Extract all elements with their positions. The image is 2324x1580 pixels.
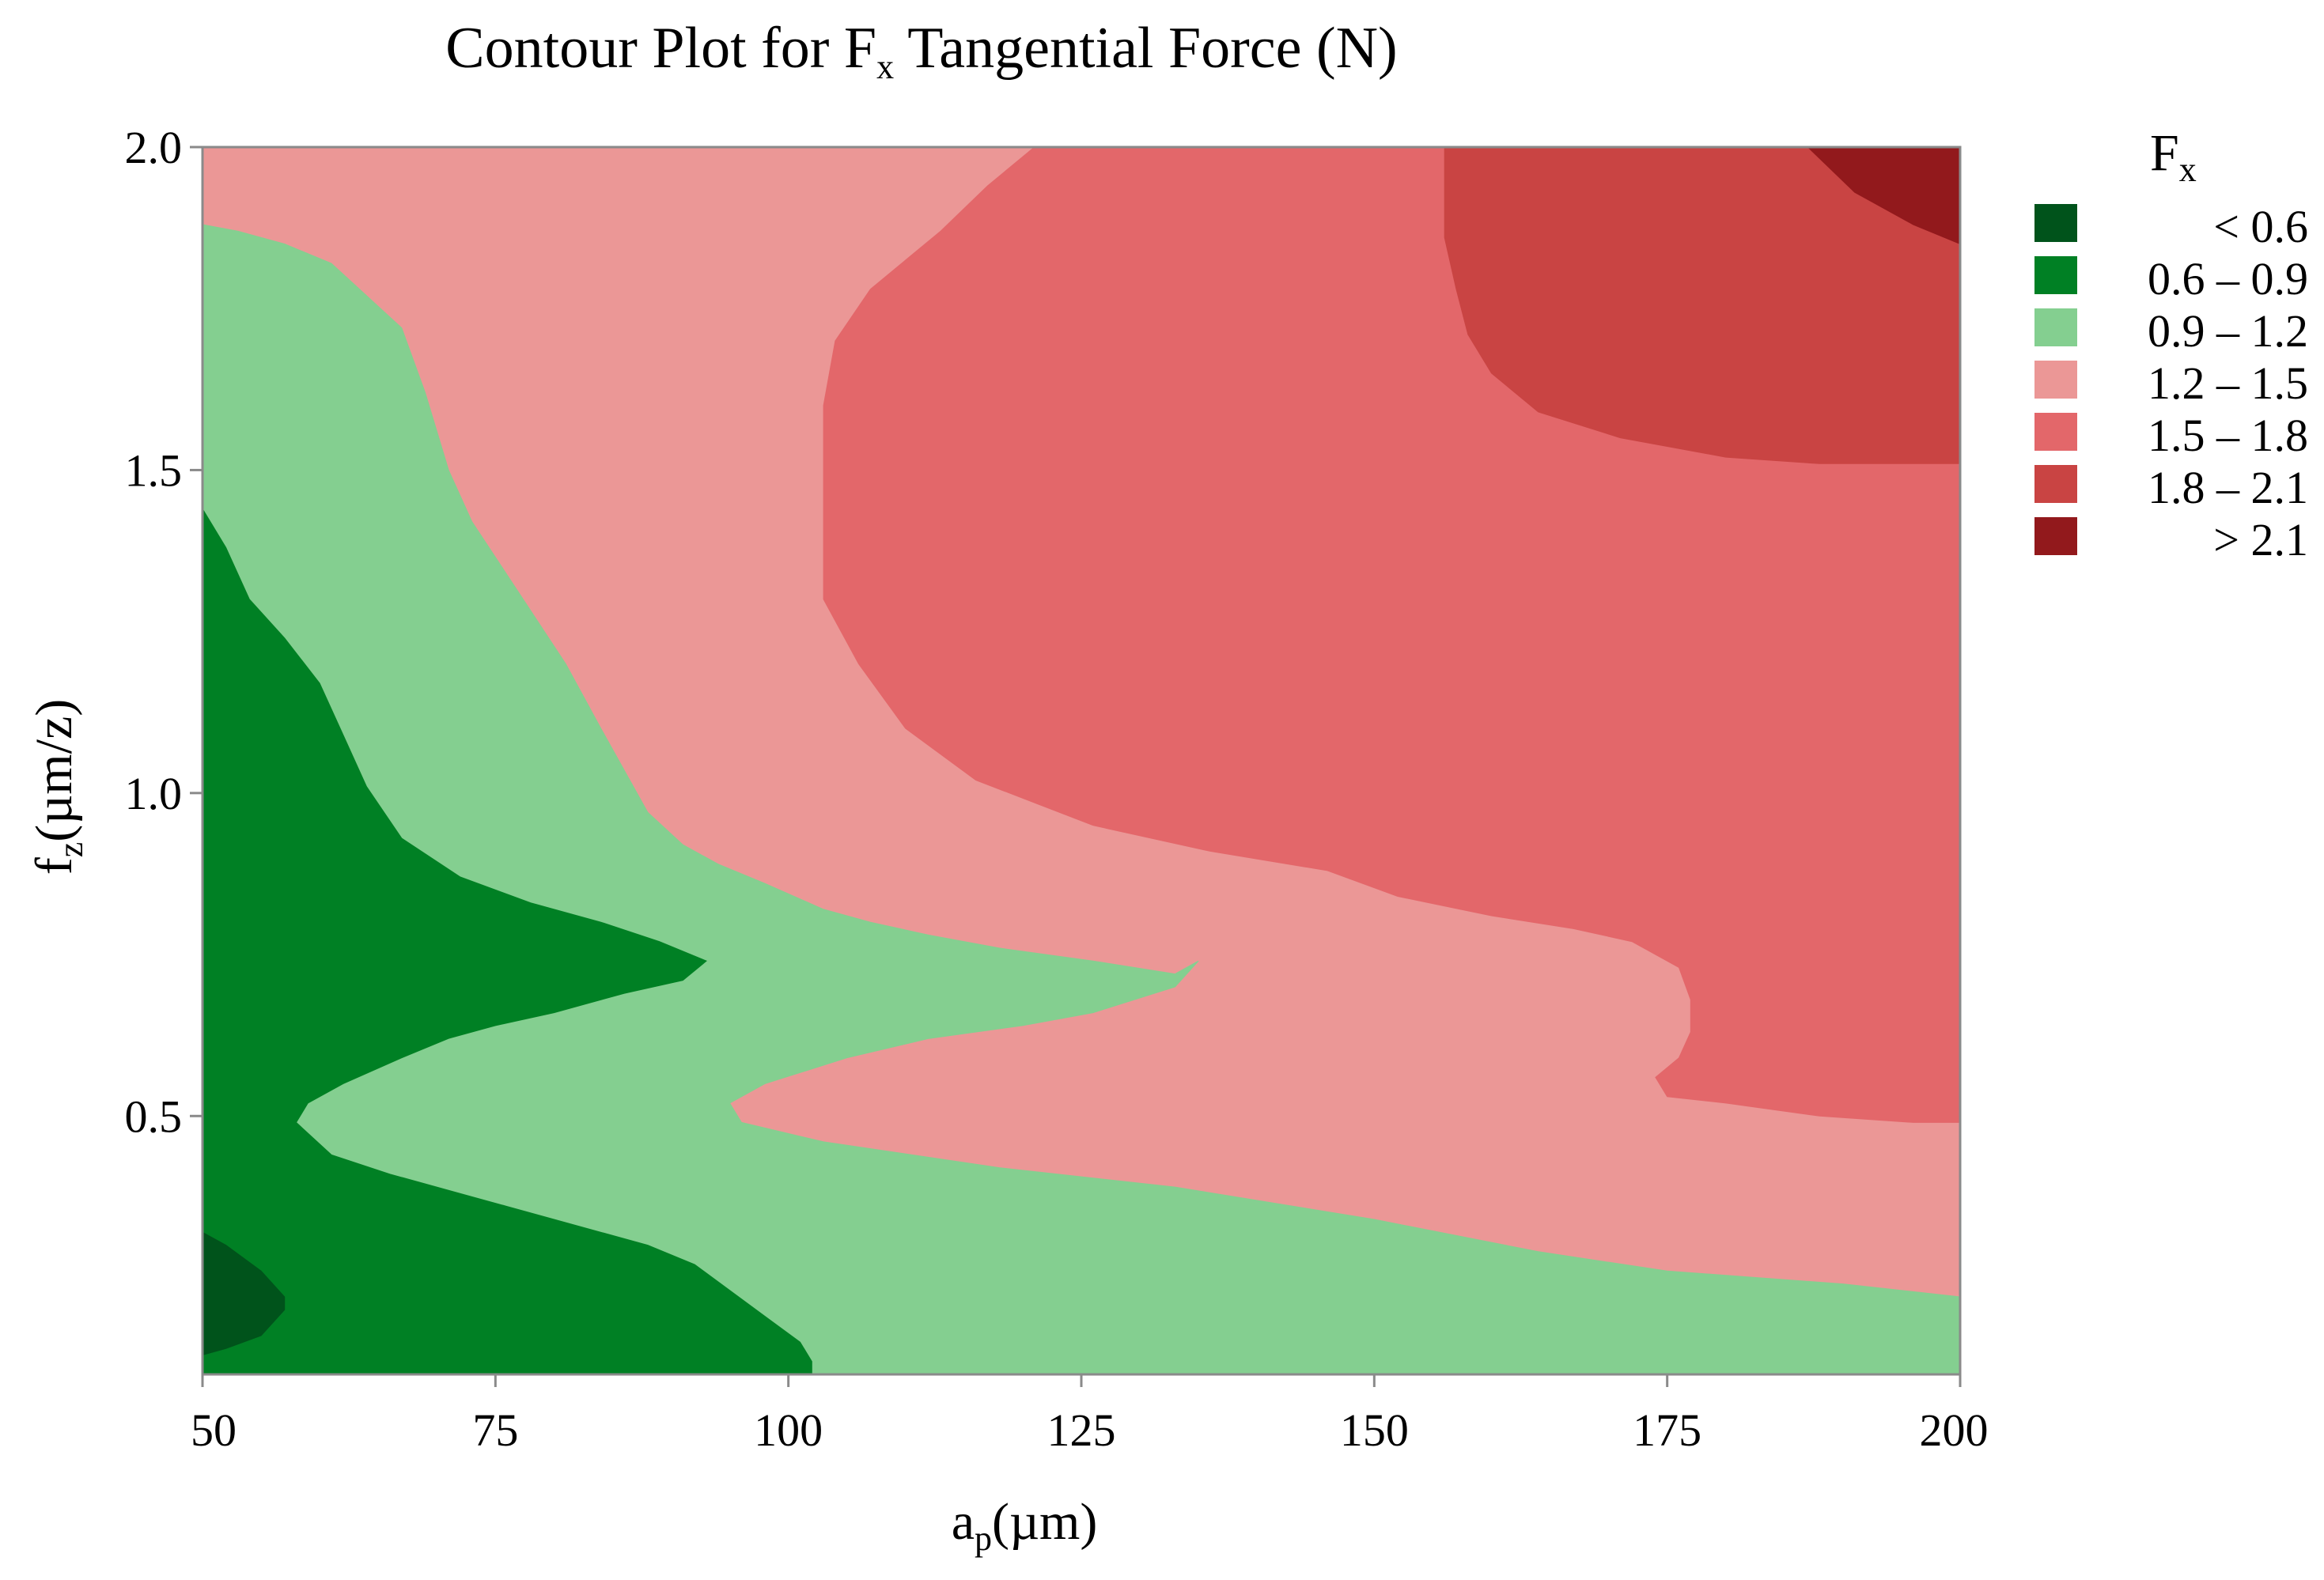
legend-label: 0.9 – 1.2 — [2148, 305, 2308, 357]
legend-swatch — [2034, 361, 2077, 399]
x-axis-ticks: 50 75 100 125 150 175 200 — [191, 1374, 1989, 1456]
contour-region-2 — [202, 507, 812, 1375]
x-tick-label: 50 — [191, 1404, 237, 1456]
legend-label: 0.6 – 0.9 — [2148, 253, 2308, 304]
legend-swatch — [2034, 308, 2077, 346]
legend-swatch — [2034, 465, 2077, 503]
x-tick-label: 75 — [472, 1404, 518, 1456]
legend-label: 1.2 – 1.5 — [2148, 357, 2308, 409]
legend-label: 1.5 – 1.8 — [2148, 410, 2308, 461]
legend-swatch — [2034, 204, 2077, 242]
legend-swatch — [2034, 256, 2077, 294]
legend-swatch — [2034, 517, 2077, 555]
legend-label: 1.8 – 2.1 — [2148, 462, 2308, 513]
contour-region-3 — [202, 1231, 286, 1356]
plot-area — [201, 146, 1962, 1376]
x-tick-label: 200 — [1920, 1404, 1989, 1456]
legend-label: > 2.1 — [2213, 514, 2308, 565]
y-axis-label: fz(µm/z) — [25, 699, 90, 875]
x-tick-label: 175 — [1633, 1404, 1701, 1456]
chart-title: Contour Plot for Fx Tangential Force (N) — [445, 16, 1397, 86]
contour-regions — [202, 146, 1961, 1375]
y-tick-label: 0.5 — [125, 1091, 183, 1142]
legend: Fx < 0.60.6 – 0.90.9 – 1.21.2 – 1.51.5 –… — [2034, 124, 2308, 565]
x-tick-label: 125 — [1047, 1404, 1116, 1456]
legend-swatch — [2034, 413, 2077, 451]
legend-label: < 0.6 — [2213, 201, 2308, 252]
legend-title: Fx — [2150, 124, 2197, 189]
x-tick-label: 100 — [754, 1404, 823, 1456]
y-tick-label: 1.5 — [125, 444, 183, 496]
y-axis-ticks: 0.5 1.0 1.5 2.0 — [125, 122, 202, 1142]
legend-items: < 0.60.6 – 0.90.9 – 1.21.2 – 1.51.5 – 1.… — [2034, 201, 2308, 565]
x-axis-label: ap(µm) — [952, 1493, 1098, 1558]
y-tick-label: 1.0 — [125, 768, 183, 819]
x-tick-label: 150 — [1340, 1404, 1409, 1456]
contour-region-1 — [202, 224, 1961, 1375]
y-tick-label: 2.0 — [125, 122, 183, 173]
